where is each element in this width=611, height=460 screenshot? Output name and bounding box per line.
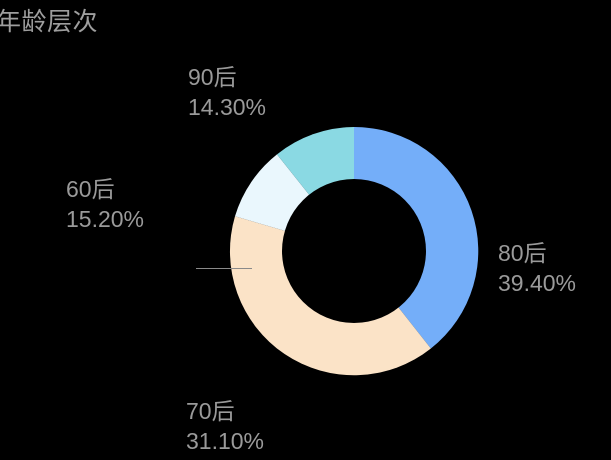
slice-label-70hou-value: 31.10% xyxy=(186,428,265,454)
leader-line-60hou xyxy=(196,268,252,269)
slice-label-70hou: 70后 31.10% xyxy=(186,396,264,456)
donut-hole xyxy=(282,179,426,323)
slice-label-90hou-value: 14.30% xyxy=(188,94,267,120)
slice-label-90hou: 90后 14.30% xyxy=(188,62,266,122)
slice-label-90hou-name: 90后 xyxy=(188,64,237,90)
chart-title: 年龄层次 xyxy=(0,8,99,36)
slice-label-80hou: 80后 39.40% xyxy=(498,238,576,298)
slice-label-80hou-value: 39.40% xyxy=(498,270,577,296)
slice-label-80hou-name: 80后 xyxy=(498,240,547,266)
slice-label-60hou: 60后 15.20% xyxy=(66,174,144,234)
donut-svg xyxy=(229,126,479,376)
slice-label-70hou-name: 70后 xyxy=(186,398,235,424)
slice-label-60hou-value: 15.20% xyxy=(66,206,145,232)
slice-label-60hou-name: 60后 xyxy=(66,176,115,202)
donut-graphic xyxy=(228,125,480,377)
